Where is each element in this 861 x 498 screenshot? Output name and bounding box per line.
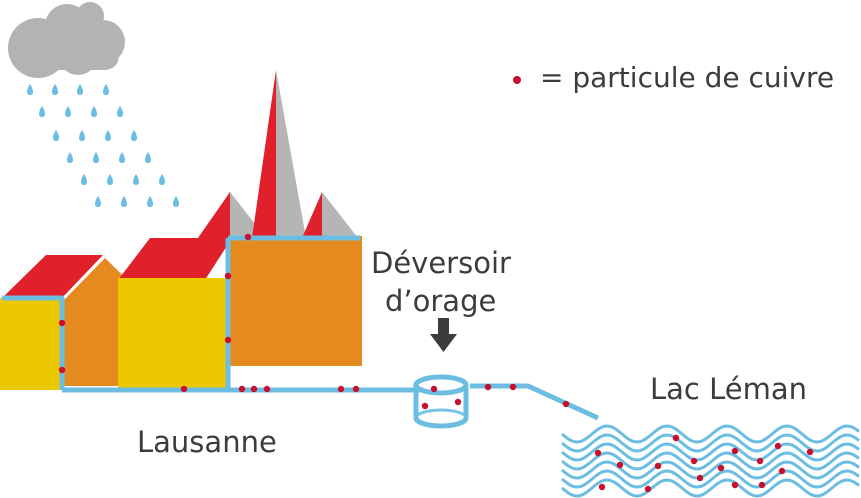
house-yellow-left-wall — [0, 298, 64, 390]
copper-particle — [337, 385, 345, 393]
church-body — [228, 236, 362, 366]
rain-drop — [117, 106, 123, 117]
copper-particle — [806, 448, 814, 456]
copper-particle — [717, 464, 725, 472]
rain-drop — [39, 106, 45, 117]
legend-red-dot-icon — [513, 76, 521, 84]
copper-particle — [562, 400, 570, 408]
lake-label: Lac Léman — [650, 372, 807, 406]
copper-particle — [250, 385, 258, 393]
house-yellow-mid-wall — [118, 278, 230, 388]
wave-line — [561, 442, 860, 462]
rain-drop — [147, 196, 153, 207]
rain-drops — [27, 84, 179, 207]
copper-particle — [484, 383, 492, 391]
rain-drop — [79, 130, 85, 141]
gutter-yellow-house — [2, 295, 65, 390]
copper-particles — [58, 233, 814, 493]
church-spire-main-red — [252, 70, 276, 238]
copper-particle — [731, 447, 739, 455]
copper-particle — [644, 485, 652, 493]
copper-particle — [672, 434, 680, 442]
rain-drop — [131, 130, 137, 141]
copper-particle — [238, 385, 246, 393]
rain-drop — [77, 84, 83, 95]
rain-drop — [121, 196, 127, 207]
city-label: Lausanne — [137, 425, 277, 459]
copper-particle — [616, 461, 624, 469]
copper-particle — [509, 383, 517, 391]
rain-drop — [95, 196, 101, 207]
rain-drop — [67, 152, 73, 163]
outflow-pipe — [470, 383, 600, 421]
copper-particle — [778, 467, 786, 475]
copper-particle — [731, 481, 739, 489]
rain-drop — [81, 174, 87, 185]
church-spire-left-red — [198, 192, 230, 238]
copper-particle — [421, 402, 429, 410]
copper-particle — [454, 398, 462, 406]
legend-label: = particule de cuivre — [540, 61, 835, 94]
copper-particle — [756, 457, 764, 465]
rain-drop — [107, 174, 113, 185]
wave-line — [561, 469, 860, 489]
copper-particle — [224, 336, 232, 344]
lake-waves — [561, 424, 860, 498]
house-yellow-mid-roof — [118, 238, 232, 280]
rain-drop — [93, 152, 99, 163]
rain-drop — [173, 196, 179, 207]
copper-particle — [430, 385, 438, 393]
buildings-lausanne — [0, 70, 362, 390]
rain-drop — [145, 152, 151, 163]
cloud-icon — [8, 2, 125, 78]
wave-line — [561, 451, 860, 471]
church-spire-main-gray — [276, 70, 306, 238]
deversoir-label-line1: Déversoir — [371, 246, 511, 280]
church-spire-right-red — [302, 192, 322, 238]
rain-drop — [105, 130, 111, 141]
house-yellow-left-roof — [0, 255, 103, 300]
copper-particle — [58, 366, 66, 374]
rain-drop — [52, 84, 58, 95]
wave-line — [561, 460, 860, 480]
copper-particle — [758, 481, 766, 489]
wave-line — [561, 478, 860, 498]
rain-drop — [159, 174, 165, 185]
arrow-down-icon — [430, 318, 457, 352]
storm-overflow-icon — [413, 374, 469, 429]
copper-particle — [696, 474, 704, 482]
copper-particle — [224, 272, 232, 280]
copper-particle — [180, 385, 188, 393]
rain-drop — [119, 152, 125, 163]
copper-particle — [594, 449, 602, 457]
copper-particle — [263, 385, 271, 393]
copper-particle — [352, 385, 360, 393]
rain-drop — [133, 174, 139, 185]
copper-particle — [244, 233, 252, 241]
church-spire-right-gray — [322, 192, 358, 238]
copper-particle — [690, 457, 698, 465]
copper-particle — [58, 319, 66, 327]
rain-drop — [65, 106, 71, 117]
deversoir-label-line2: d’orage — [385, 284, 497, 318]
copper-particle — [654, 462, 662, 470]
wave-line — [561, 424, 860, 444]
rain-drop — [27, 84, 33, 95]
rain-drop — [103, 84, 109, 95]
rain-drop — [91, 106, 97, 117]
copper-particle — [598, 483, 606, 491]
copper-particle — [774, 442, 782, 450]
rain-drop — [53, 130, 59, 141]
wave-line — [561, 433, 860, 453]
